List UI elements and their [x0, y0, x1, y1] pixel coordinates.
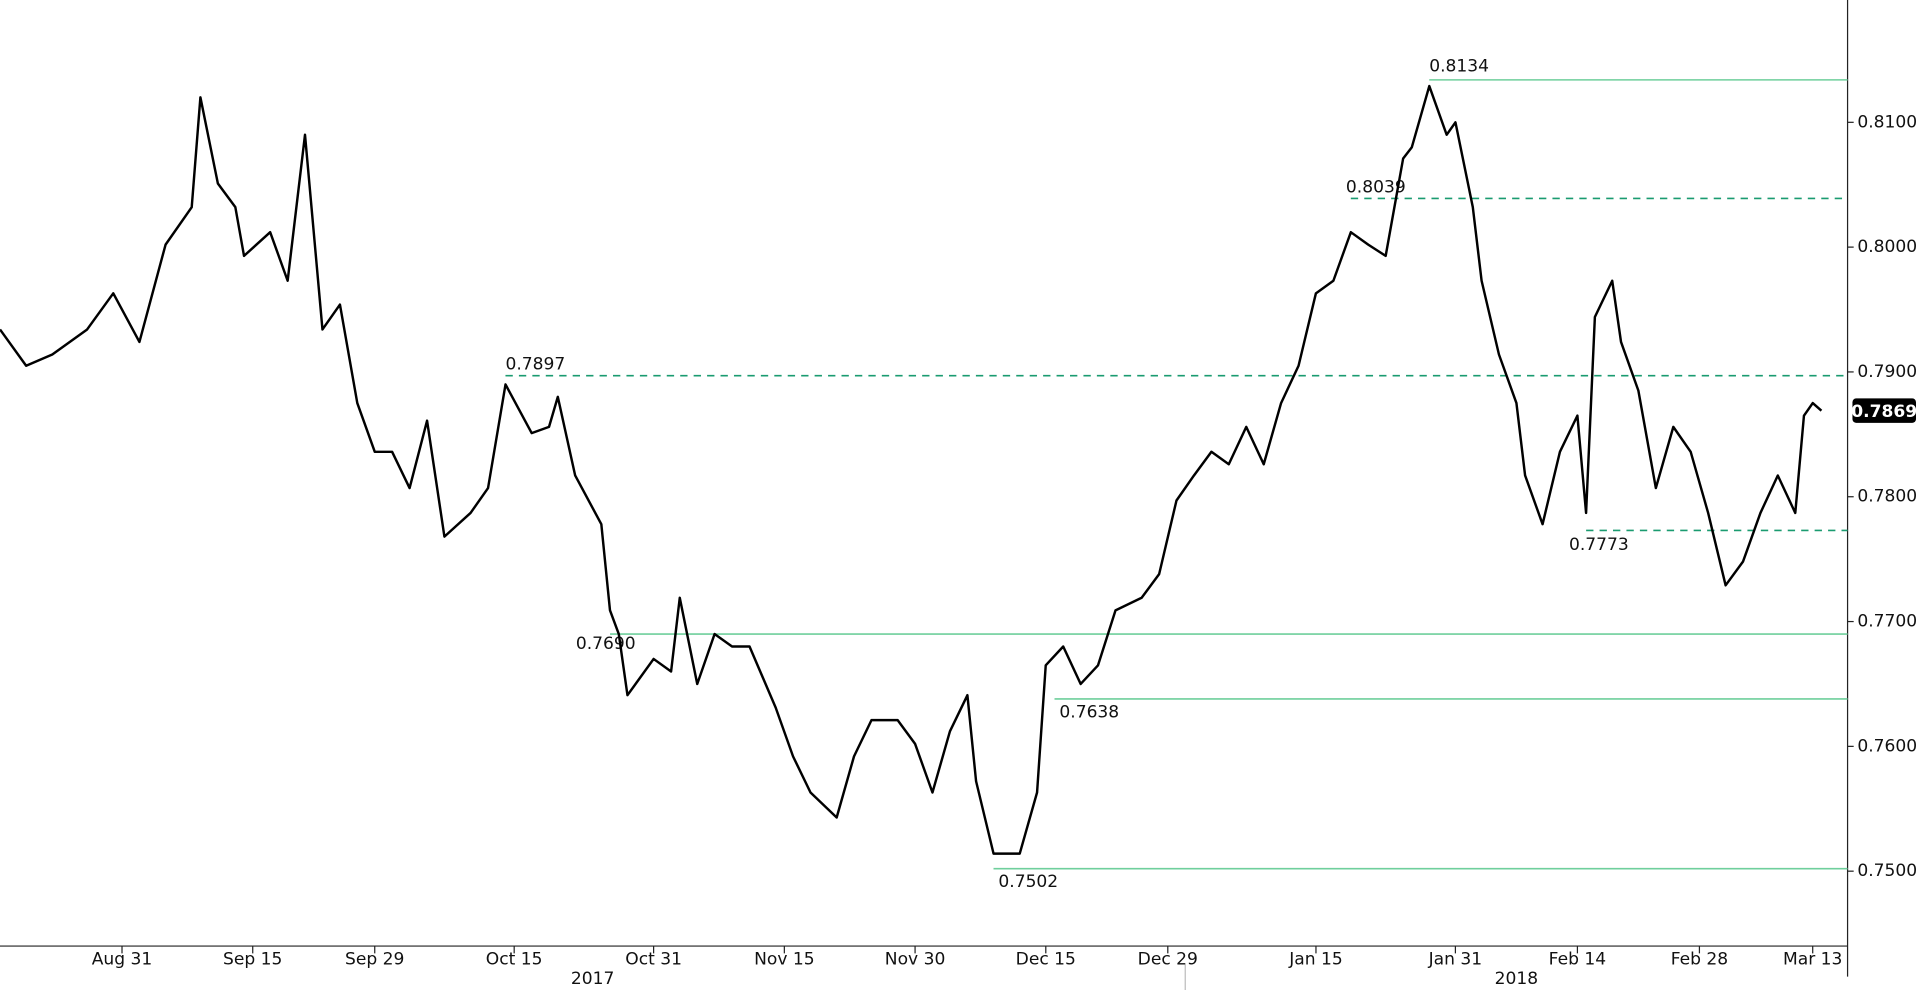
x-tick-label: Jan 15	[1288, 949, 1343, 969]
level-label: 0.7638	[1059, 702, 1119, 722]
x-tick-label: Dec 15	[1016, 949, 1076, 969]
x-tick-label: Mar 13	[1783, 949, 1842, 969]
x-tick-label: Jan 31	[1428, 949, 1483, 969]
x-tick-label: Feb 14	[1549, 949, 1606, 969]
level-label: 0.7502	[998, 872, 1058, 892]
level-label: 0.8039	[1346, 177, 1406, 197]
x-tick-label: Oct 31	[625, 949, 682, 969]
x-tick-label: Sep 29	[345, 949, 404, 969]
x-tick-label: Sep 15	[223, 949, 282, 969]
x-tick-label: Feb 28	[1671, 949, 1728, 969]
year-label: 2018	[1495, 969, 1538, 989]
y-tick-label: 0.7500	[1857, 861, 1916, 881]
x-tick-label: Oct 15	[486, 949, 543, 969]
last-price-tag	[1852, 398, 1916, 423]
level-label: 0.8134	[1429, 56, 1489, 76]
y-tick-label: 0.8000	[1857, 237, 1916, 257]
year-label: 2017	[571, 969, 614, 989]
y-tick-label: 0.7800	[1857, 487, 1916, 507]
y-tick-label: 0.8100	[1857, 112, 1916, 132]
level-label: 0.7690	[576, 634, 636, 654]
x-tick-label: Dec 29	[1138, 949, 1198, 969]
x-tick-label: Aug 31	[92, 949, 153, 969]
y-tick-label: 0.7900	[1857, 362, 1916, 382]
y-tick-label: 0.7700	[1857, 612, 1916, 632]
level-label: 0.7897	[505, 355, 565, 375]
y-tick-label: 0.7600	[1857, 736, 1916, 756]
price-line	[0, 84, 1823, 855]
last-price-label: 0.7869	[1851, 402, 1916, 422]
level-label: 0.7773	[1569, 535, 1629, 555]
x-tick-label: Nov 15	[754, 949, 815, 969]
x-tick-label: Nov 30	[885, 949, 946, 969]
